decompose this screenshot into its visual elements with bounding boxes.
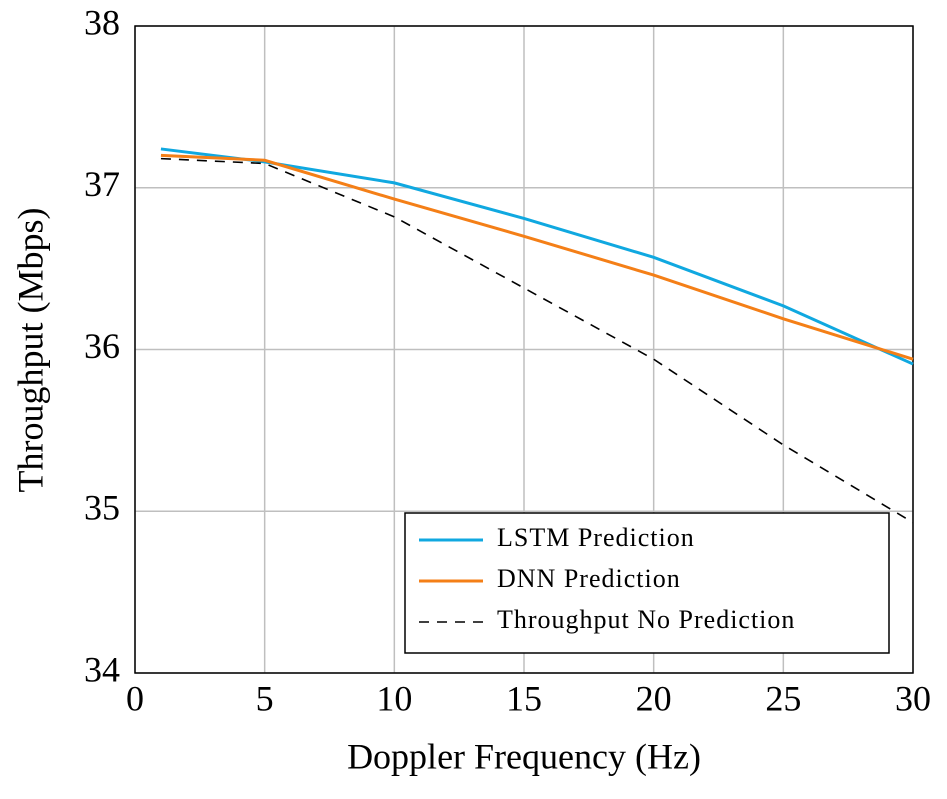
x-tick-label: 15 [506,678,542,718]
series-line [160,147,914,366]
series-line [160,157,914,524]
x-tick-label: 10 [376,678,412,718]
legend: LSTM Prediction DNN Prediction Throughput … [404,512,890,654]
x-tick-label: 25 [765,678,801,718]
y-tick-label: 37 [84,164,120,204]
series-line [160,153,914,361]
legend-label: LSTM Prediction [497,523,695,552]
x-axis-label: Doppler Frequency (Hz) [347,736,701,776]
y-tick-label: 38 [84,2,120,42]
legend-label: Throughput No Prediction [497,605,795,634]
legend-label: DNN Prediction [497,564,681,593]
y-tick-label: 34 [84,649,120,689]
x-tick-label: 20 [636,678,672,718]
y-tick-label: 36 [84,326,120,366]
x-tick-label: 0 [126,678,144,718]
y-tick-label: 35 [84,488,120,528]
x-tick-label: 30 [895,678,931,718]
plot-frame [134,25,914,674]
y-axis-label: Throughput (Mbps) [10,208,50,493]
x-tick-label: 5 [256,678,274,718]
legend-box [404,512,890,654]
